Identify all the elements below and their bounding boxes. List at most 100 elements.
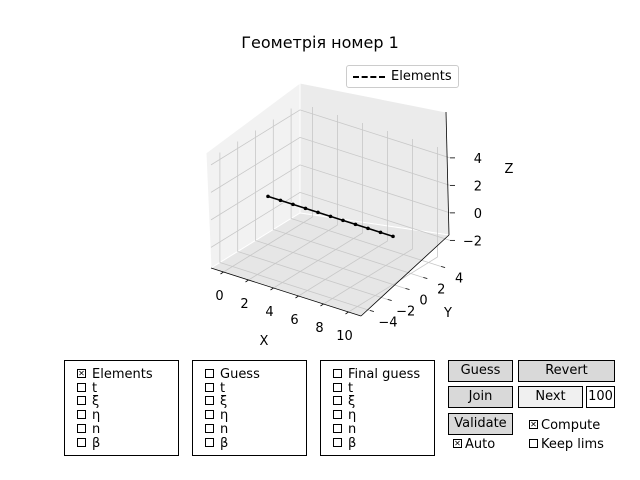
series-point: [316, 210, 320, 215]
elements-checkbox-item[interactable]: ✕ Elements: [77, 368, 153, 382]
x-tick-label: 0: [215, 289, 223, 304]
y-tick-label: 0: [419, 294, 427, 309]
checkbox-icon: [77, 396, 86, 406]
final-checkbox-item[interactable]: Final guess: [333, 368, 420, 382]
auto-label: Auto: [465, 437, 496, 452]
guess-checkbox-item[interactable]: ξ: [205, 395, 227, 409]
grid-line-z: [210, 109, 451, 166]
checkbox-icon: [333, 423, 342, 433]
revert-button[interactable]: Revert: [518, 360, 615, 382]
elements-checkbox-item[interactable]: n: [77, 422, 100, 437]
compute-check-icon: ✕: [529, 420, 538, 429]
y-tick-mark: [441, 266, 446, 268]
checkbox-icon: [205, 396, 214, 406]
checkbox-icon: [205, 382, 214, 392]
checkbox-icon: [333, 396, 342, 406]
series-point: [366, 226, 370, 231]
checkbox-label: n: [220, 421, 229, 437]
checkbox-icon: [205, 410, 214, 420]
x-tick-labels: 0 2 4 6 8 10: [215, 271, 353, 344]
compute-checkbox[interactable]: ✕ Compute: [529, 418, 600, 434]
checkbox-label: Guess: [220, 367, 260, 382]
guess-checkbox-item[interactable]: Guess: [205, 368, 260, 382]
checkbox-icon: [205, 369, 214, 378]
grid-line-y: [219, 152, 371, 311]
series-point: [303, 206, 308, 211]
guess-checkbox-item[interactable]: η: [205, 409, 228, 423]
final-checkbox-item[interactable]: η: [333, 409, 356, 423]
x-tick-mark: [270, 287, 274, 291]
series-point: [266, 194, 270, 199]
checkbox-label: Elements: [92, 367, 153, 382]
grid-line-z: [210, 191, 451, 248]
x-tick-mark: [295, 295, 299, 299]
y-tick-mark: [369, 310, 374, 312]
checkbox-label: n: [348, 421, 357, 437]
final-checkbox-item[interactable]: ξ: [333, 395, 355, 409]
y-tick-label: −4: [378, 316, 397, 331]
final-checkbox-item[interactable]: t: [333, 381, 353, 396]
elements-checkbox-item[interactable]: t: [77, 381, 97, 396]
guess-checkbox-item[interactable]: t: [205, 380, 226, 396]
series-point: [353, 222, 358, 227]
grid-line-z: [210, 164, 451, 221]
series-point: [378, 230, 383, 235]
x-tick-mark: [245, 279, 249, 283]
z-tick-labels: −2 0 2 4: [450, 152, 482, 249]
series-point: [278, 198, 283, 203]
x-tick-label: 6: [290, 313, 298, 328]
guess-panel: Guess t ξ η n β: [192, 360, 307, 456]
y-axis-line: [360, 234, 450, 317]
validate-button[interactable]: Validate: [448, 413, 513, 435]
grid-line-y: [272, 119, 424, 278]
x-tick-label: 10: [336, 329, 353, 344]
checkbox-icon: [77, 382, 86, 392]
checkbox-icon: ✕: [77, 369, 86, 378]
keep-lims-label: Keep lims: [541, 437, 604, 452]
z-tick-label: −2: [463, 234, 482, 249]
grid-line-y: [290, 108, 442, 267]
auto-checkbox[interactable]: ✕ Auto: [453, 437, 495, 453]
grid-line-x: [348, 147, 438, 313]
grid-lines: [210, 107, 451, 313]
checkbox-icon: [77, 437, 86, 447]
guess-checkbox-item[interactable]: n: [205, 421, 229, 437]
elements-panel: ✕ Elements t ξ η n β: [64, 360, 179, 456]
join-button[interactable]: Join: [448, 386, 513, 408]
keep-lims-checkbox[interactable]: Keep lims: [529, 437, 604, 453]
elements-checkbox-item[interactable]: η: [77, 409, 100, 423]
checkbox-icon: [205, 423, 214, 433]
chart-title: Геометрія номер 1: [241, 33, 399, 52]
final-checkbox-item[interactable]: β: [333, 436, 356, 451]
grid-line-y: [237, 141, 388, 300]
grid-line-x: [248, 115, 338, 281]
z-tick-label: 4: [474, 152, 482, 167]
y-axis-label: Y: [443, 306, 452, 321]
legend-label-elements: Elements: [391, 69, 452, 84]
checkbox-label: t: [220, 380, 226, 396]
z-axis-line: [445, 111, 450, 236]
guess-button[interactable]: Guess: [448, 360, 513, 382]
grid-line-x: [273, 123, 363, 289]
grid-line-z: [210, 136, 451, 193]
checkbox-label: η: [348, 408, 357, 424]
final-guess-panel: Final guess t ξ η n β: [320, 360, 435, 456]
pane-back: [299, 82, 450, 236]
x-tick-mark: [345, 311, 349, 315]
x-tick-label: 4: [265, 305, 273, 320]
checkbox-label: ξ: [348, 394, 356, 410]
checkbox-icon: [77, 423, 86, 433]
z-tick-label: 2: [474, 179, 482, 194]
next-button[interactable]: Next: [518, 386, 583, 408]
x-tick-mark: [320, 303, 324, 307]
keep-lims-check-icon: [529, 439, 538, 448]
elements-checkbox-item[interactable]: ξ: [77, 395, 99, 409]
final-checkbox-item[interactable]: n: [333, 421, 357, 437]
guess-checkbox-item[interactable]: β: [205, 436, 228, 451]
grid-line-x: [223, 107, 313, 273]
legend: Elements: [346, 65, 459, 88]
grid-line-x: [298, 131, 388, 297]
next-count-input[interactable]: 100: [586, 386, 615, 408]
elements-checkbox-item[interactable]: β: [77, 436, 100, 451]
